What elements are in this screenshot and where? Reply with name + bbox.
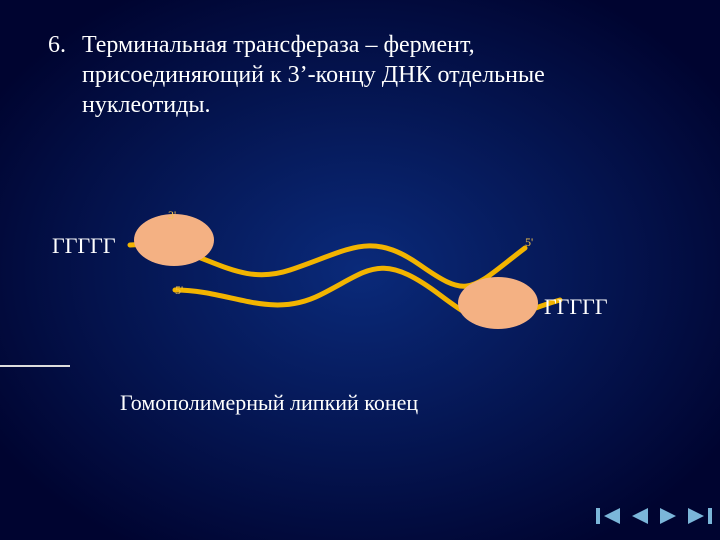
caption: Гомополимерный липкий конец [120, 390, 418, 416]
end-label-3-left: 3' [168, 208, 176, 223]
nav-last-button[interactable] [686, 504, 712, 528]
heading-line3: нуклеотиды. [82, 90, 210, 120]
right-tail-label: ГГГГГ [544, 294, 608, 320]
slide: 6. Терминальная трансфераза – фермент, п… [0, 0, 720, 540]
heading-line2: присоединяющий к 3’-концу ДНК отдельные [82, 60, 545, 90]
enzyme-right [458, 277, 538, 329]
end-label-5-right: 5' [525, 235, 533, 250]
left-tail-label: ГГГГГ [52, 233, 116, 259]
nav-prev-button[interactable] [626, 504, 652, 528]
nav-next-button[interactable] [656, 504, 682, 528]
heading-number: 6. [48, 30, 66, 60]
underline-decor [0, 365, 70, 367]
heading-line1: Терминальная трансфераза – фермент, [82, 30, 475, 60]
nav-first-button[interactable] [596, 504, 622, 528]
end-label-5-left: 5' [175, 283, 183, 298]
